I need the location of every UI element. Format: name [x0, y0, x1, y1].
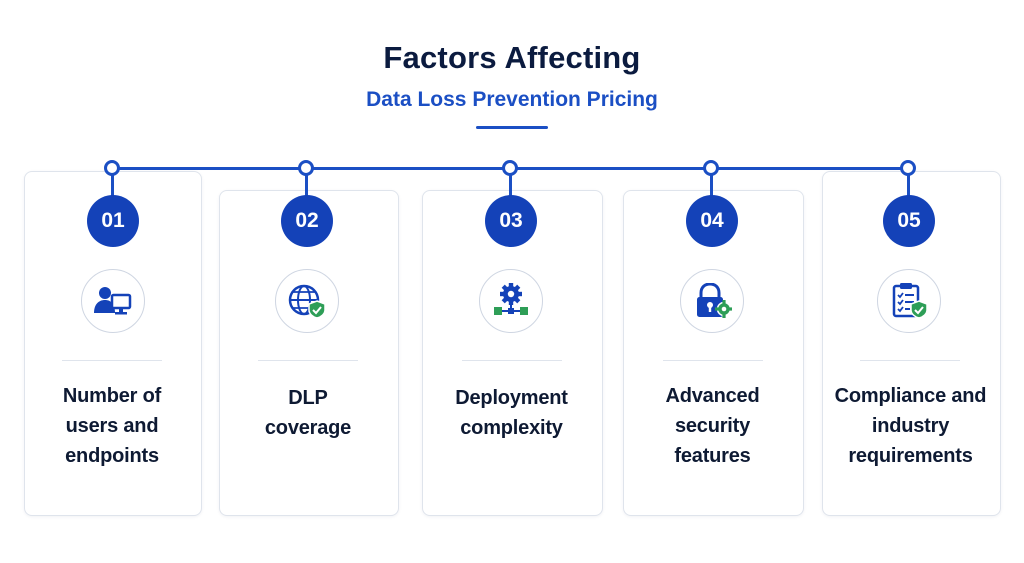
timeline-stem	[111, 172, 114, 198]
factor-label-line: Number of	[62, 385, 162, 407]
factor-label-line: industry	[871, 415, 950, 437]
step-number-badge: 01	[87, 195, 139, 247]
factor-label-line: DLP	[288, 387, 328, 409]
step-number-badge: 03	[485, 195, 537, 247]
step-number-badge: 02	[281, 195, 333, 247]
factor-label: Advanced security features	[623, 381, 802, 471]
lock-gear-icon	[680, 269, 744, 333]
card-divider	[62, 360, 162, 361]
timeline-node	[900, 160, 916, 176]
factor-label: Number of users and endpoints	[24, 381, 200, 471]
factor-label-line: Deployment	[455, 387, 568, 409]
gear-network-icon	[479, 269, 543, 333]
user-monitor-icon	[81, 269, 145, 333]
factor-label-line: users and	[65, 415, 159, 437]
factor-label-line: features	[674, 445, 751, 467]
factor-label-line: Advanced	[665, 385, 760, 407]
timeline-node	[703, 160, 719, 176]
timeline-stem	[305, 172, 308, 198]
factor-label-line: security	[674, 415, 751, 437]
timeline-node	[298, 160, 314, 176]
step-number-badge: 05	[883, 195, 935, 247]
factor-label-line: coverage	[264, 417, 352, 439]
timeline-stem	[509, 172, 512, 198]
factor-label: Compliance and industry requirements	[822, 381, 999, 471]
timeline-node	[104, 160, 120, 176]
step-number-badge: 04	[686, 195, 738, 247]
timeline-stem	[710, 172, 713, 198]
factor-label-line: endpoints	[65, 445, 159, 467]
clipboard-check-icon	[877, 269, 941, 333]
factor-label-line: requirements	[848, 445, 973, 467]
card-divider	[860, 360, 960, 361]
globe-shield-icon	[275, 269, 339, 333]
factor-label-line: Compliance and	[834, 385, 987, 407]
title-underline	[476, 126, 548, 129]
card-divider	[258, 360, 358, 361]
timeline-node	[502, 160, 518, 176]
page-subtitle: Data Loss Prevention Pricing	[366, 88, 658, 111]
factor-label: DLP coverage	[219, 383, 397, 443]
card-divider	[663, 360, 763, 361]
page-title: Factors Affecting	[383, 40, 641, 75]
card-divider	[462, 360, 562, 361]
timeline-stem	[907, 172, 910, 198]
factor-label-line: complexity	[460, 417, 563, 439]
factor-label: Deployment complexity	[422, 383, 601, 443]
